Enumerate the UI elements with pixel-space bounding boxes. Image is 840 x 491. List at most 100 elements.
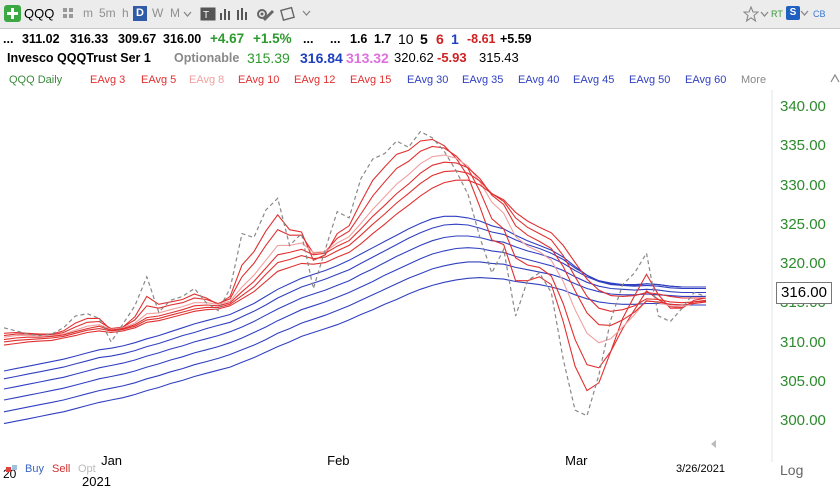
info-p5: -5.93 xyxy=(437,50,467,65)
quote-n4: 1 xyxy=(451,31,459,47)
info-p1: 315.39 xyxy=(247,50,290,66)
price-chart[interactable] xyxy=(0,90,840,491)
series-eavg-50 xyxy=(3,261,706,413)
quote-row: ... 311.02 316.33 309.67 316.00 +4.67 +1… xyxy=(0,29,840,49)
log-toggle[interactable]: Log xyxy=(780,462,804,478)
legend-eavg-50[interactable]: EAvg 50 xyxy=(629,74,671,86)
quote-v2: 1.7 xyxy=(374,32,392,46)
symbol-input[interactable]: QQQ xyxy=(24,6,55,21)
legend-eavg-12[interactable]: EAvg 12 xyxy=(294,74,336,86)
y-tick-label: 305.00 xyxy=(780,372,826,390)
year-label: 2021 xyxy=(82,474,111,489)
y-tick-label: 320.00 xyxy=(780,255,826,272)
period-w[interactable]: W xyxy=(152,6,164,20)
series-eavg-12 xyxy=(3,170,707,343)
scroll-marker-icon xyxy=(711,440,716,448)
quote-n1: 10 xyxy=(398,31,414,47)
x-tick-label: Mar xyxy=(565,453,588,468)
note-icon[interactable] xyxy=(280,6,296,22)
series-qqq-daily xyxy=(3,130,707,417)
series-eavg-10 xyxy=(3,161,707,341)
chart-type-icon[interactable] xyxy=(236,7,250,21)
quote-change-pct: +1.5% xyxy=(253,31,292,46)
legend-eavg-40[interactable]: EAvg 40 xyxy=(518,74,560,86)
info-p2: 316.84 xyxy=(300,50,343,66)
series-eavg-15 xyxy=(3,179,706,346)
scroll-up-icon[interactable] xyxy=(830,72,840,84)
optionable-label: Optionable xyxy=(174,51,240,65)
period-m[interactable]: m xyxy=(83,6,93,20)
quote-chg2: -8.61 xyxy=(467,32,496,46)
toolbar: QQQ m 5m h D W M T RT S CB xyxy=(0,0,840,29)
legend-eavg-15[interactable]: EAvg 15 xyxy=(350,74,392,86)
series-eavg-35 xyxy=(3,223,706,380)
buy-button[interactable]: Buy xyxy=(25,463,44,475)
legend-eavg-35[interactable]: EAvg 35 xyxy=(462,74,504,86)
last-price-box: 316.00 xyxy=(776,282,832,304)
chevron-down-icon-4[interactable] xyxy=(800,8,809,17)
period-m-monthly[interactable]: M xyxy=(170,6,180,20)
quote-dots-1: ... xyxy=(303,32,314,46)
series-eavg-3 xyxy=(3,138,707,392)
quote-prefix: ... xyxy=(3,32,14,46)
info-p6: 315.43 xyxy=(479,50,519,65)
legend-eavg-5[interactable]: EAvg 5 xyxy=(141,74,177,86)
legend-eavg-10[interactable]: EAvg 10 xyxy=(238,74,280,86)
s-icon[interactable]: S xyxy=(786,6,800,20)
quote-low: 309.67 xyxy=(118,32,157,46)
y-tick-label: 335.00 xyxy=(780,137,826,155)
quote-change: +4.67 xyxy=(210,31,245,46)
opt-button[interactable]: Opt xyxy=(78,463,96,475)
quote-n3: 6 xyxy=(436,31,444,47)
legend-eavg-45[interactable]: EAvg 45 xyxy=(573,74,615,86)
text-tool-icon[interactable]: T xyxy=(200,7,216,21)
sell-button[interactable]: Sell xyxy=(52,463,71,475)
series-eavg-8 xyxy=(3,154,707,344)
bar-chart-icon[interactable] xyxy=(219,7,233,21)
add-symbol-icon[interactable] xyxy=(4,5,21,22)
chevron-down-icon-3[interactable] xyxy=(760,9,769,18)
info-row: Invesco QQQTrust Ser 1 Optionable 315.39… xyxy=(0,48,840,68)
series-eavg-45 xyxy=(3,247,706,401)
legend-more[interactable]: More xyxy=(741,74,767,86)
quote-open: 311.02 xyxy=(22,32,60,46)
draw-pencil-icon[interactable] xyxy=(260,6,276,22)
quote-close: 316.00 xyxy=(163,32,202,46)
grid-icon[interactable] xyxy=(62,7,74,20)
y-tick-label: 340.00 xyxy=(780,98,826,115)
ma-legend: QQQ Daily EAvg 3 EAvg 5 EAvg 8 EAvg 10 E… xyxy=(0,71,840,89)
legend-qqq-daily[interactable]: QQQ Daily xyxy=(9,74,63,86)
quote-v1: 1.6 xyxy=(350,32,368,46)
legend-eavg-30[interactable]: EAvg 30 xyxy=(407,74,449,86)
legend-eavg-8[interactable]: EAvg 8 xyxy=(189,74,225,86)
chevron-down-icon[interactable] xyxy=(183,9,192,18)
legend-eavg-60[interactable]: EAvg 60 xyxy=(685,74,727,86)
cb-tag: CB xyxy=(813,9,826,19)
rt-tag: RT xyxy=(771,9,783,19)
star-icon[interactable] xyxy=(743,6,759,22)
quote-chg3: +5.59 xyxy=(500,32,532,46)
period-h[interactable]: h xyxy=(122,6,129,20)
chevron-down-icon-2[interactable] xyxy=(302,8,311,17)
y-tick-label: 310.00 xyxy=(780,333,826,351)
series-eavg-60 xyxy=(3,277,706,425)
series-eavg-30 xyxy=(3,215,706,372)
instrument-name: Invesco QQQTrust Ser 1 xyxy=(7,51,151,65)
date-label: 3/26/2021 xyxy=(676,463,725,475)
quote-n2: 5 xyxy=(420,31,428,47)
quote-high: 316.33 xyxy=(70,32,109,46)
x-tick-label: Feb xyxy=(327,453,350,468)
svg-text:T: T xyxy=(203,10,209,21)
y-tick-label: 325.00 xyxy=(780,215,826,233)
quote-dots-2: ... xyxy=(330,32,341,46)
legend-eavg-3[interactable]: EAvg 3 xyxy=(90,74,126,86)
y-tick-label: 330.00 xyxy=(780,176,826,194)
settings-icon[interactable] xyxy=(255,7,269,21)
period-5m[interactable]: 5m xyxy=(99,6,116,20)
period-d-active[interactable]: D xyxy=(133,6,147,21)
info-p3: 313.32 xyxy=(346,50,389,66)
series-eavg-40 xyxy=(3,235,706,390)
buy-sell-icon xyxy=(6,465,17,472)
x-tick-label: Jan xyxy=(101,453,123,468)
info-p4: 320.62 xyxy=(394,50,434,65)
